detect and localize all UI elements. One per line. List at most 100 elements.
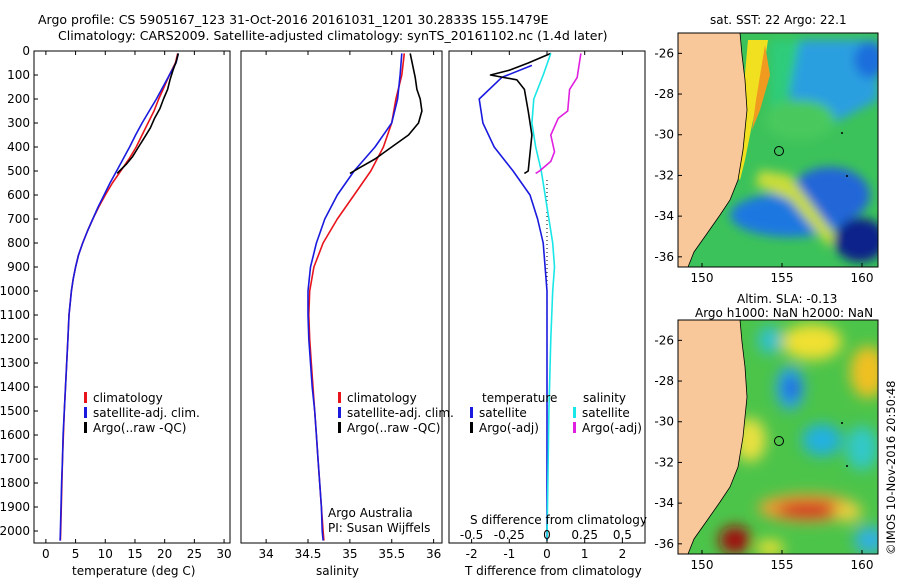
salinity-xlabel: salinity <box>316 564 360 578</box>
legend-item-argo: Argo(..raw -QC) <box>84 421 200 436</box>
x2-tick-label: -0.5 <box>460 528 483 542</box>
legend-header-temperature: temperature <box>482 391 558 405</box>
x-tick-label: 0 <box>543 547 551 561</box>
y-tick-label: 100 <box>7 68 30 82</box>
sla-map-title: Altim. SLA: -0.13 <box>737 292 838 306</box>
sst-map: 150 155 160 -26 -28 -30 -32 -34 -36 <box>654 32 879 285</box>
x-tick-label: 10 <box>98 547 113 561</box>
x-tick-label: 35 <box>342 547 357 561</box>
x-tick-label: 34 <box>258 547 273 561</box>
salinity-legend: climatology satellite-adj. clim. Argo(..… <box>338 391 454 436</box>
land-sla <box>678 320 747 554</box>
series-temperature-argo-adj- <box>489 52 552 175</box>
temperature-xlabel: temperature (deg C) <box>72 564 196 578</box>
series-argo-raw-qc- <box>349 53 423 175</box>
y-tick-label: 800 <box>7 236 30 250</box>
map-y-tick-label: -26 <box>654 46 674 60</box>
x2-tick-label: 0 <box>543 528 551 542</box>
y-tick-label: 1300 <box>0 356 30 370</box>
map-y-tick-label: -36 <box>654 250 674 264</box>
y-tick-label: 400 <box>7 140 30 154</box>
y-tick-label: 500 <box>7 164 30 178</box>
map-x-tick-label: 155 <box>771 271 794 285</box>
series-argo-raw-qc- <box>116 53 180 174</box>
y-tick-label: 600 <box>7 188 30 202</box>
map-x-tick-label: 155 <box>771 558 794 572</box>
temperature-panel: 0 5 10 15 20 25 30 0 100 200 300 400 500 600 700 800 90… <box>0 44 232 561</box>
map-x-tick-label: 160 <box>851 271 874 285</box>
y-tick-label: 300 <box>7 116 30 130</box>
difference-legend-temperature: temperature satellite Argo(-adj) <box>470 391 557 436</box>
difference-panel: -2 -1 0 1 2 -0.5 -0.25 0 0.25 0.5 <box>448 50 646 561</box>
x-tick-label: 15 <box>127 547 142 561</box>
legend-item-temp-argo: Argo(-adj) <box>470 421 557 436</box>
map-y-tick-label: -28 <box>654 87 674 101</box>
map-y-tick-label: -26 <box>654 333 674 347</box>
x-tick-label: -1 <box>503 547 515 561</box>
x-tick-label: 30 <box>216 547 231 561</box>
y-tick-label: 1600 <box>0 428 30 442</box>
y-tick-label: 900 <box>7 260 30 274</box>
x-tick-label: 0 <box>42 547 50 561</box>
argo-location-marker-sla <box>774 436 784 446</box>
series-satellite-adj-clim- <box>59 53 180 541</box>
legend-header-salinity: salinity <box>583 391 627 405</box>
x-tick-label: 34.5 <box>295 547 322 561</box>
x-tick-label: 20 <box>157 547 172 561</box>
y-tick-label: 1100 <box>0 308 30 322</box>
x-tick-label: -2 <box>466 547 478 561</box>
temperature-legend: climatology satellite-adj. clim. Argo(..… <box>84 391 200 436</box>
legend-item-sal-satellite: satellite <box>573 406 642 421</box>
x-tick-label: 2 <box>619 547 627 561</box>
y-tick-label: 1400 <box>0 380 30 394</box>
x-tick-label: 25 <box>187 547 202 561</box>
map-y-tick-label: -36 <box>654 537 674 551</box>
map-x-tick-label: 150 <box>691 271 714 285</box>
sst-map-title: sat. SST: 22 Argo: 22.1 <box>710 13 847 27</box>
sla-map-subtitle: Argo h1000: NaN h2000: NaN <box>695 306 874 320</box>
legend-item-satellite: satellite-adj. clim. <box>84 406 200 421</box>
salinity-panel: 34 34.5 35 35.5 36 <box>240 50 443 561</box>
imos-timestamp: ©IMOS 10-Nov-2016 20:50:48 <box>884 380 898 555</box>
legend-item-sal-argo: Argo(-adj) <box>573 421 642 436</box>
x-tick-label: 36 <box>426 547 441 561</box>
legend-item-temp-satellite: satellite <box>470 406 557 421</box>
land-sst <box>678 33 747 267</box>
map-y-tick-label: -30 <box>654 415 674 429</box>
y-tick-label: 1700 <box>0 452 30 466</box>
x2-tick-label: 0.25 <box>571 528 598 542</box>
x2-tick-label: -0.25 <box>494 528 525 542</box>
map-y-tick-label: -32 <box>654 455 674 469</box>
credit-text: Argo Australia <box>328 506 413 520</box>
x-tick-label: 35.5 <box>378 547 405 561</box>
series-satellite-adj-clim- <box>307 53 403 541</box>
series-salinity-satellite <box>531 53 556 541</box>
header-line-2: Climatology: CARS2009. Satellite-adjuste… <box>58 28 608 43</box>
difference-xlabel-salinity: S difference from climatology <box>470 513 647 527</box>
legend-item-argo: Argo(..raw -QC) <box>338 421 454 436</box>
map-x-tick-label: 150 <box>691 558 714 572</box>
y-tick-label: 1200 <box>0 332 30 346</box>
header-line-1: Argo profile: CS 5905167_123 31-Oct-2016… <box>38 12 549 27</box>
y-tick-label: 1800 <box>0 476 30 490</box>
series-temperature-satellite <box>478 64 548 541</box>
y-tick-label: 2000 <box>0 524 30 538</box>
map-y-tick-label: -34 <box>654 496 674 510</box>
y-tick-label: 200 <box>7 92 30 106</box>
y-tick-label: 0 <box>22 44 30 58</box>
x-tick-label: 1 <box>581 547 589 561</box>
legend-item-climatology: climatology <box>338 391 454 406</box>
y-tick-label: 1500 <box>0 404 30 418</box>
legend-item-satellite: satellite-adj. clim. <box>338 406 454 421</box>
difference-xlabel: T difference from climatology <box>465 564 642 578</box>
series-salinity-argo-adj- <box>535 53 582 175</box>
x2-tick-label: 0.5 <box>613 528 632 542</box>
sla-map: 150 155 160 -26 -28 -30 -32 -34 -36 <box>654 319 879 572</box>
map-y-tick-label: -28 <box>654 374 674 388</box>
map-y-tick-label: -30 <box>654 128 674 142</box>
pi-text: PI: Susan Wijffels <box>328 521 431 535</box>
y-tick-label: 1000 <box>0 284 30 298</box>
map-y-tick-label: -32 <box>654 168 674 182</box>
y-tick-label: 1900 <box>0 500 30 514</box>
